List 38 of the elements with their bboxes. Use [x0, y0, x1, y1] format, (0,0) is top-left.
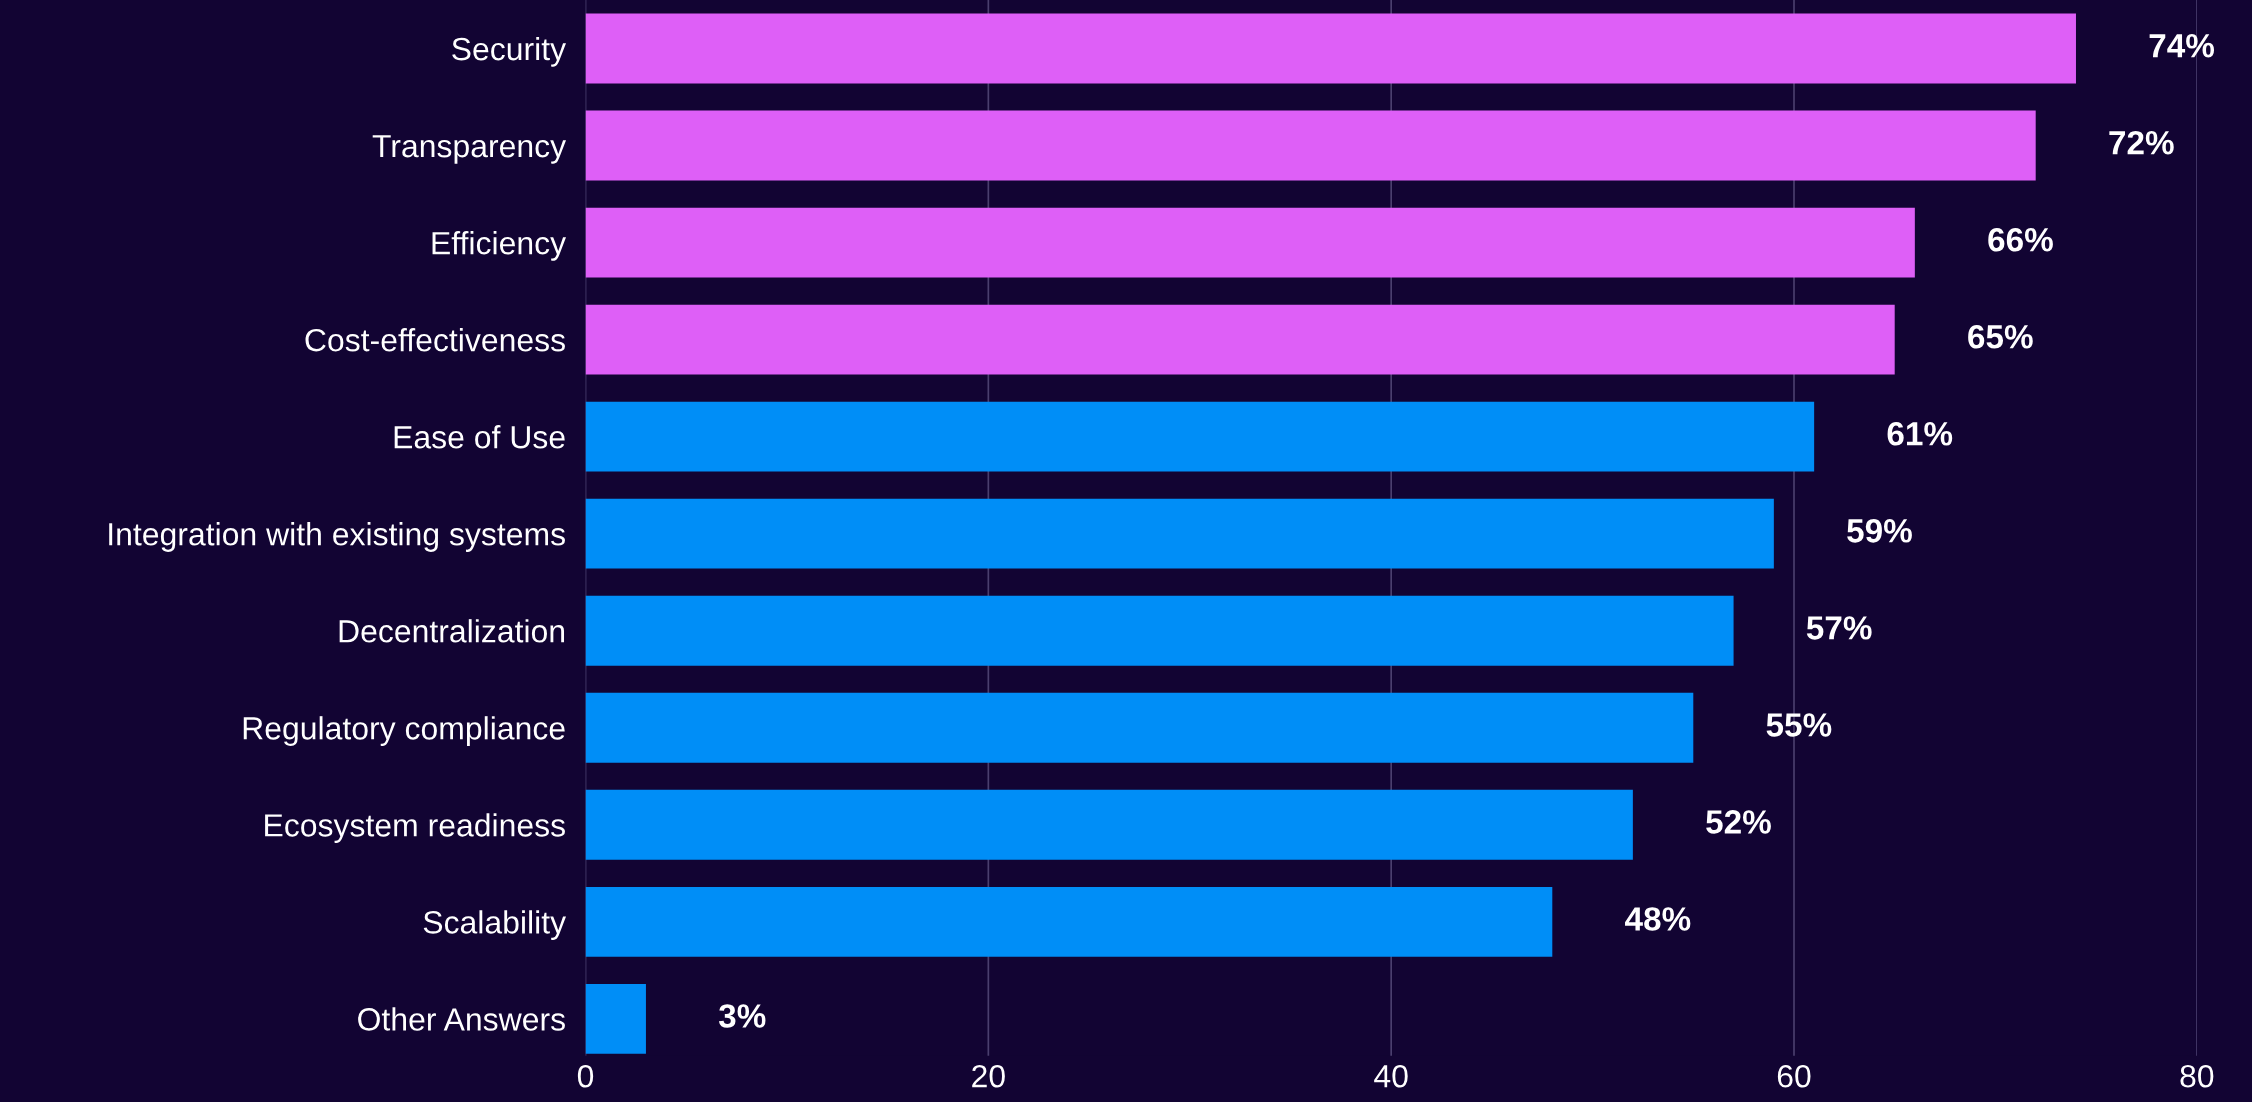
- y-tick-label: Efficiency: [432, 231, 567, 261]
- x-tick-label: 20: [972, 1064, 1005, 1088]
- x-tick-label: 80: [2180, 1064, 2214, 1088]
- y-tick-label: Other Answers: [358, 1007, 565, 1031]
- data-label: 52%: [1706, 810, 1771, 834]
- data-label: 48%: [1625, 907, 1691, 931]
- bar: [585, 304, 1895, 375]
- x-tick-label: 0: [577, 1064, 594, 1088]
- y-tick-label: Ease of Use: [394, 425, 565, 449]
- data-label: 55%: [1766, 713, 1832, 737]
- x-tick-label: 40: [1374, 1064, 1408, 1088]
- data-label: 57%: [1806, 616, 1872, 640]
- bar: [585, 886, 1553, 957]
- x-tick-label: 60: [1777, 1064, 1811, 1088]
- bar: [585, 13, 2076, 84]
- bar: [585, 595, 1734, 666]
- y-tick-label: Scalability: [423, 910, 567, 941]
- bar: [585, 983, 646, 1054]
- y-tick-label: Integration with existing systems: [109, 522, 565, 552]
- y-tick-label: Decentralization: [339, 619, 565, 643]
- bar: [585, 498, 1774, 569]
- bar: [585, 692, 1694, 763]
- y-tick-label: Regulatory compliance: [243, 716, 565, 746]
- data-label: 65%: [1968, 324, 2033, 349]
- data-label: 74%: [2149, 33, 2215, 58]
- y-tick-label: Ecosystem readiness: [265, 813, 565, 843]
- bar: [585, 207, 1915, 278]
- bar: [585, 401, 1815, 472]
- data-label: 59%: [1847, 519, 1912, 543]
- bar: [585, 789, 1633, 860]
- y-tick-label: Security: [452, 36, 567, 67]
- y-tick-label: Transparency: [372, 135, 567, 164]
- data-label: 61%: [1887, 421, 1953, 446]
- y-tick-label: Cost-effectiveness: [305, 328, 565, 352]
- data-label: 72%: [2109, 130, 2174, 155]
- data-label: 66%: [1988, 227, 2053, 252]
- data-label: 3%: [718, 1004, 766, 1028]
- bar: [585, 110, 2036, 181]
